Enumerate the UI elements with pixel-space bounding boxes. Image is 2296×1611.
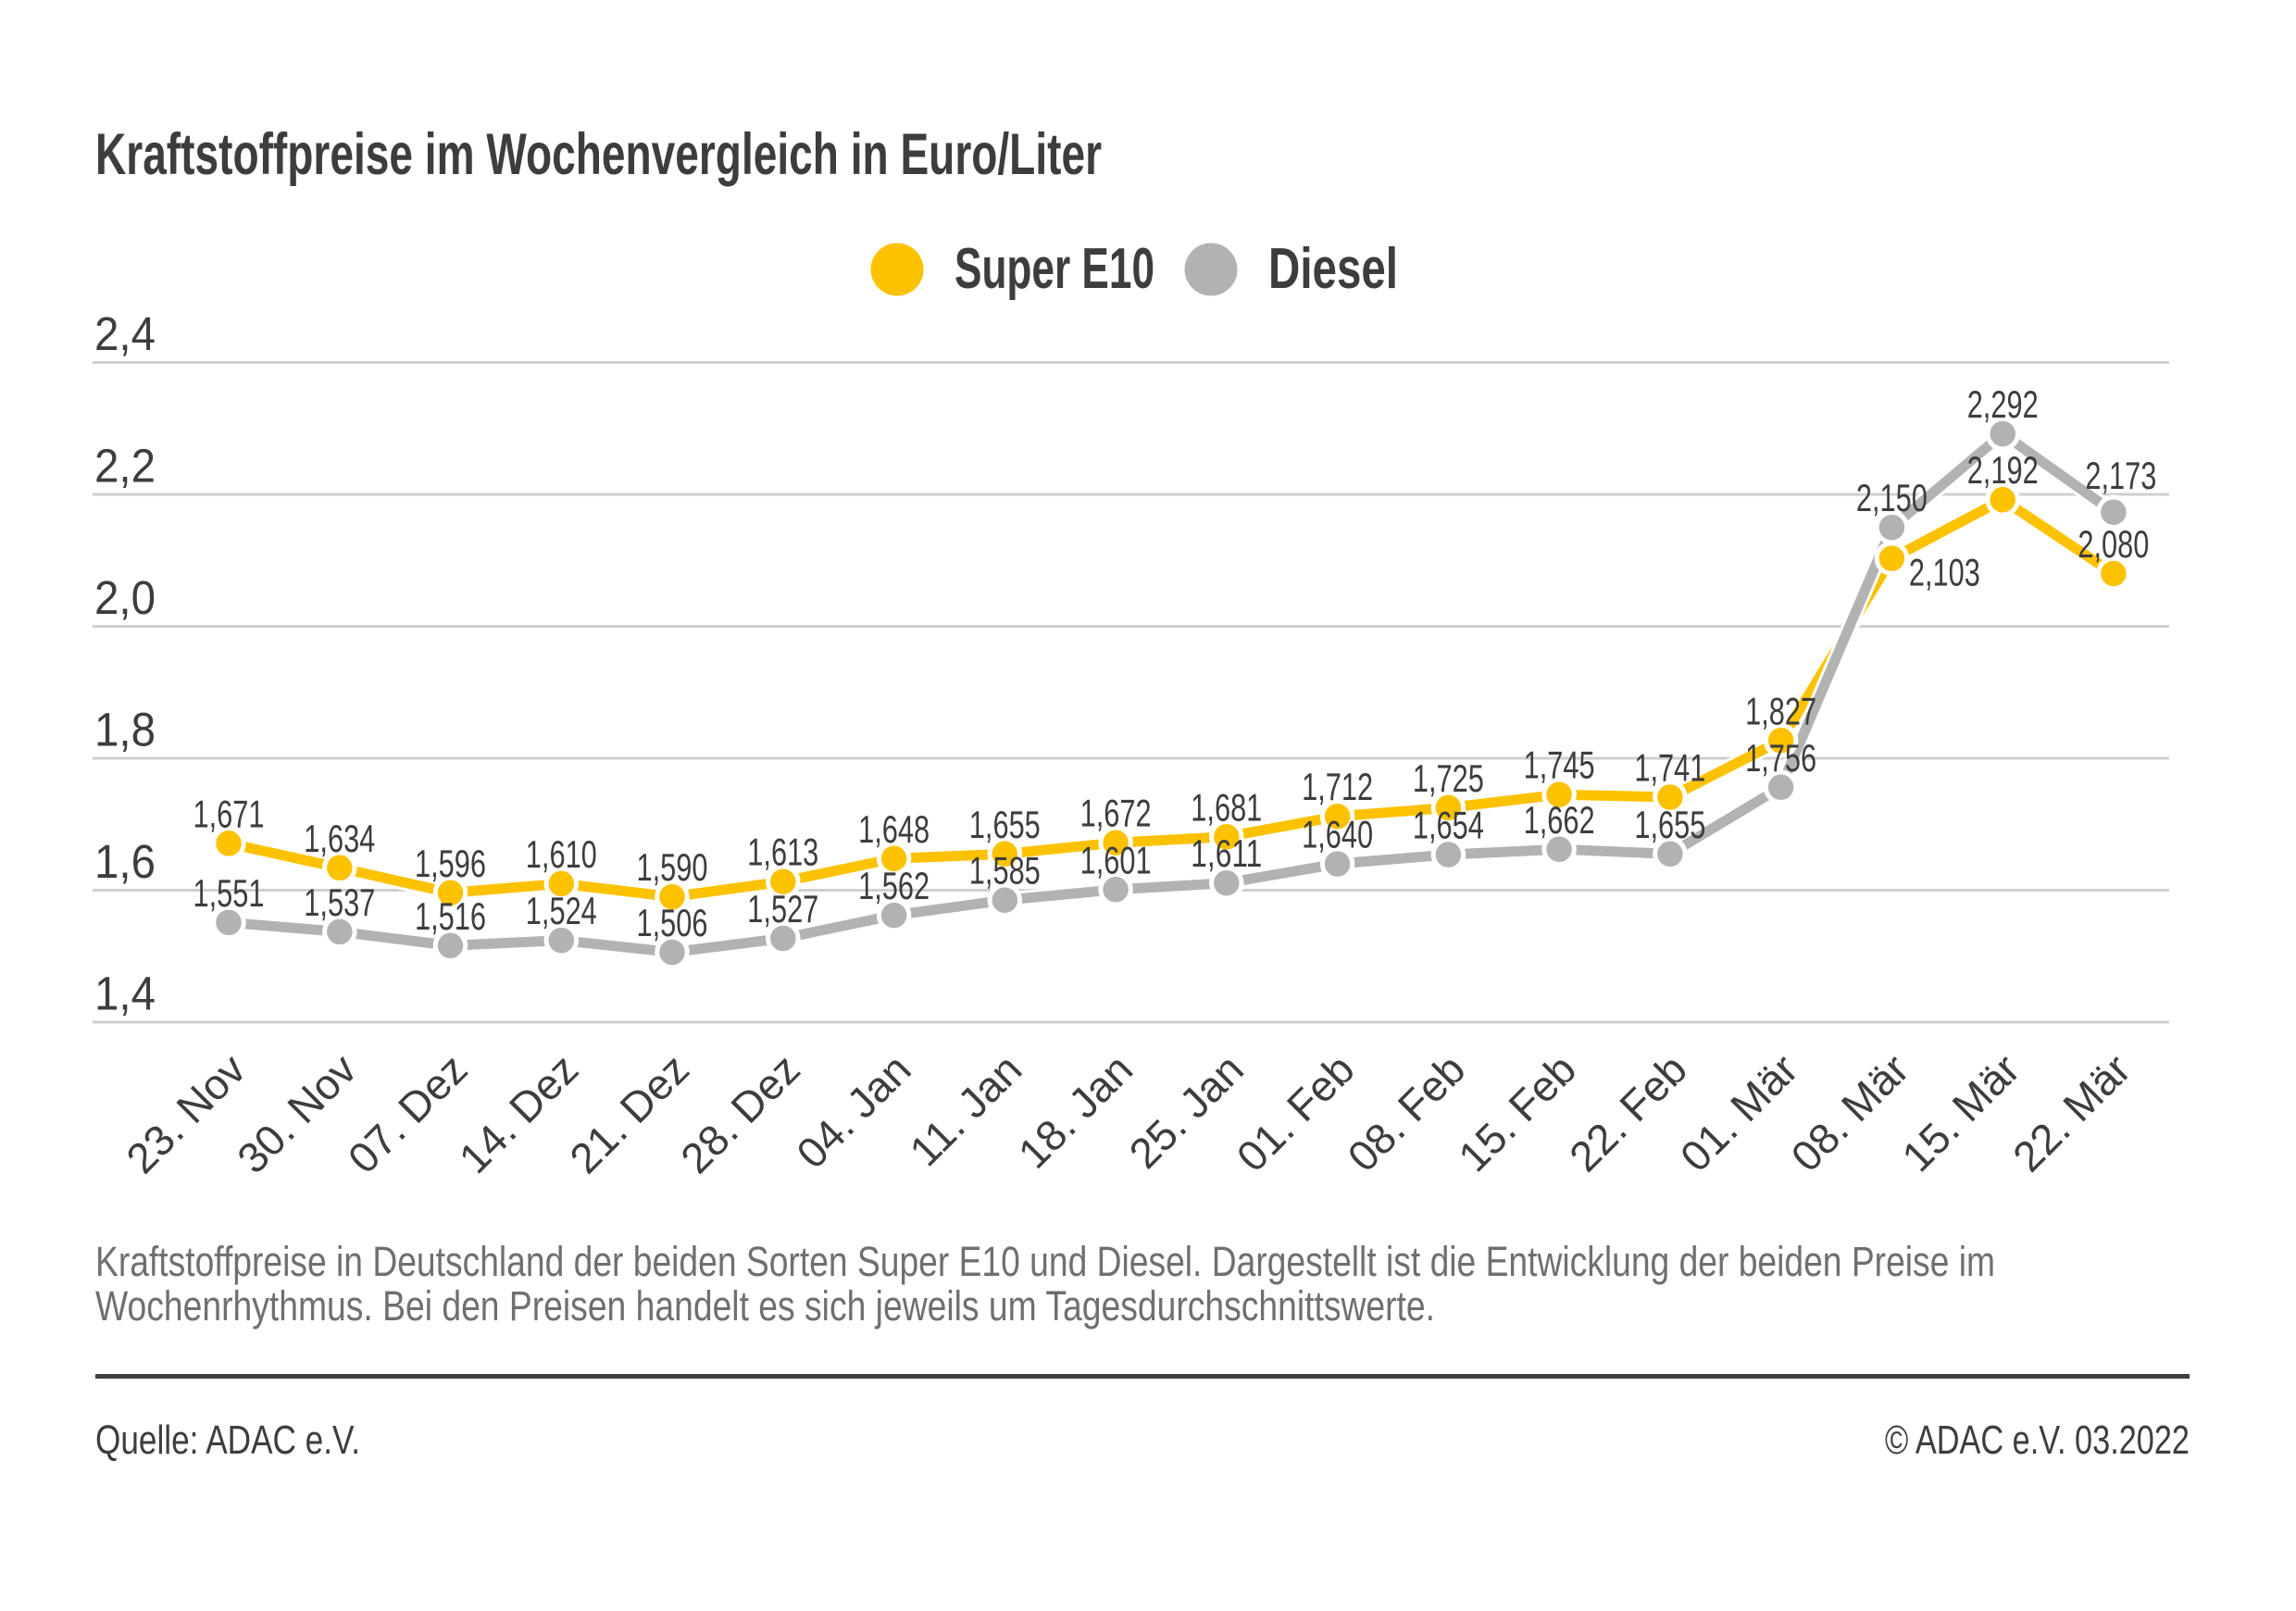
svg-text:1,712: 1,712 [1302, 765, 1373, 808]
svg-text:1,596: 1,596 [415, 842, 486, 885]
svg-text:1,613: 1,613 [747, 830, 818, 874]
svg-text:1,725: 1,725 [1413, 756, 1484, 800]
svg-text:1,672: 1,672 [1080, 792, 1152, 835]
svg-text:1,827: 1,827 [1745, 689, 1816, 732]
svg-text:1,516: 1,516 [415, 894, 486, 938]
svg-text:1,537: 1,537 [304, 880, 375, 924]
svg-text:2,2: 2,2 [94, 440, 156, 493]
svg-text:1,655: 1,655 [1634, 803, 1705, 846]
svg-text:Kraftstoffpreise im Wochenverg: Kraftstoffpreise im Wochenvergleich in E… [95, 122, 1102, 187]
svg-text:1,745: 1,745 [1524, 743, 1595, 787]
svg-text:1,648: 1,648 [858, 807, 930, 851]
svg-text:2,080: 2,080 [2078, 522, 2149, 566]
svg-text:1,611: 1,611 [1191, 831, 1262, 875]
svg-text:1,8: 1,8 [94, 704, 156, 756]
svg-text:1,506: 1,506 [637, 901, 708, 944]
svg-text:2,103: 2,103 [1909, 551, 1980, 594]
svg-text:Wochenrhythmus. Bei den Preise: Wochenrhythmus. Bei den Preisen handelt … [95, 1282, 1435, 1330]
svg-text:1,601: 1,601 [1080, 838, 1152, 881]
svg-text:1,662: 1,662 [1524, 798, 1595, 842]
svg-text:2,173: 2,173 [2085, 454, 2156, 497]
svg-text:2,0: 2,0 [94, 571, 156, 624]
svg-text:Super E10: Super E10 [955, 237, 1154, 301]
svg-text:1,610: 1,610 [526, 832, 597, 876]
svg-text:1,524: 1,524 [526, 889, 597, 932]
svg-text:1,634: 1,634 [304, 817, 375, 860]
svg-text:Kraftstoffpreise in Deutschlan: Kraftstoffpreise in Deutschland der beid… [95, 1238, 1995, 1285]
svg-text:1,640: 1,640 [1302, 813, 1373, 856]
svg-text:2,292: 2,292 [1967, 382, 2039, 426]
svg-text:2,192: 2,192 [1967, 448, 2039, 492]
svg-text:2,150: 2,150 [1856, 476, 1928, 519]
svg-text:1,681: 1,681 [1191, 785, 1262, 829]
svg-text:1,671: 1,671 [193, 792, 265, 835]
svg-text:Quelle: ADAC e.V.: Quelle: ADAC e.V. [95, 1417, 360, 1463]
svg-text:2,4: 2,4 [94, 307, 156, 360]
svg-text:Diesel: Diesel [1268, 237, 1398, 301]
svg-text:1,741: 1,741 [1634, 746, 1705, 790]
svg-text:© ADAC e.V. 03.2022: © ADAC e.V. 03.2022 [1885, 1417, 2190, 1463]
svg-text:1,6: 1,6 [94, 835, 156, 888]
svg-text:1,654: 1,654 [1413, 804, 1484, 847]
svg-text:1,551: 1,551 [193, 871, 265, 915]
svg-text:1,756: 1,756 [1745, 736, 1816, 780]
svg-text:1,655: 1,655 [969, 803, 1041, 846]
svg-text:1,527: 1,527 [747, 887, 818, 930]
svg-text:1,562: 1,562 [858, 864, 930, 907]
svg-text:1,590: 1,590 [637, 845, 708, 889]
svg-text:1,4: 1,4 [94, 968, 156, 1020]
svg-text:1,585: 1,585 [969, 849, 1041, 893]
